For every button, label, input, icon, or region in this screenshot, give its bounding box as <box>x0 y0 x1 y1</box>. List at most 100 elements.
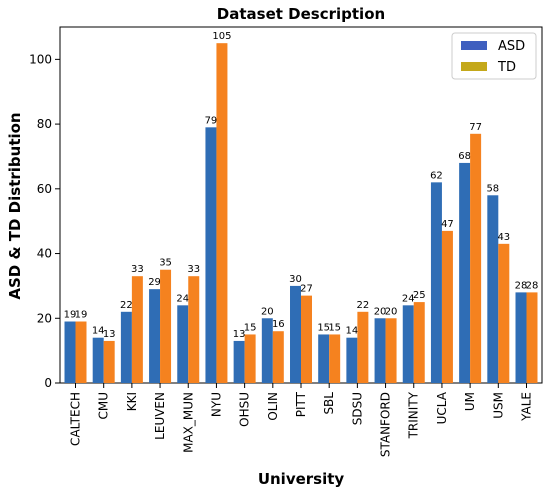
x-tick-label: SBL <box>322 392 336 415</box>
bar-td <box>216 43 228 383</box>
data-label-td: 15 <box>244 322 257 333</box>
data-label-asd: 29 <box>148 277 161 288</box>
bar-asd <box>487 195 499 383</box>
data-label-asd: 15 <box>317 322 330 333</box>
data-label-asd: 24 <box>176 293 189 304</box>
legend-label-td: TD <box>497 60 516 75</box>
bar-asd <box>430 182 442 383</box>
bar-td <box>413 302 425 383</box>
y-tick-label: 80 <box>37 117 52 131</box>
y-axis-label: ASD & TD Distribution <box>6 112 24 299</box>
data-label-asd: 24 <box>402 293 415 304</box>
data-label-asd: 68 <box>458 151 471 162</box>
bar-td <box>441 230 453 383</box>
data-label-td: 33 <box>131 264 144 275</box>
bar-asd <box>459 162 471 383</box>
bar-asd <box>233 340 245 383</box>
data-label-td: 22 <box>357 300 370 311</box>
legend-swatch-td <box>461 62 487 71</box>
data-label-asd: 14 <box>92 326 105 337</box>
bar-asd <box>346 337 358 383</box>
bar-asd <box>374 318 386 383</box>
y-tick-label: 0 <box>44 376 52 390</box>
data-label-td: 13 <box>103 329 116 340</box>
data-label-asd: 30 <box>289 274 302 285</box>
data-label-td: 105 <box>212 31 231 42</box>
data-label-asd: 14 <box>346 326 359 337</box>
bar-td <box>357 311 369 383</box>
data-label-asd: 79 <box>205 115 218 126</box>
bar-td <box>301 295 312 383</box>
bar-asd <box>92 337 104 383</box>
data-label-td: 47 <box>441 219 454 230</box>
bar-asd <box>290 285 301 383</box>
data-label-td: 43 <box>497 232 510 243</box>
data-label-asd: 19 <box>64 310 77 321</box>
data-label-asd: 13 <box>233 329 246 340</box>
data-label-asd: 58 <box>486 183 499 194</box>
x-tick-label: UM <box>463 392 477 411</box>
bar-td <box>75 321 87 383</box>
plot-area: 0204060801001919CALTECH1413CMU2233KKI293… <box>29 26 543 457</box>
bar-td <box>244 334 256 383</box>
x-tick-label: CALTECH <box>69 392 83 446</box>
chart-title: Dataset Description <box>217 5 385 23</box>
x-tick-label: STANFORD <box>379 392 393 457</box>
data-label-asd: 22 <box>120 300 133 311</box>
data-label-td: 16 <box>272 319 285 330</box>
data-label-asd: 20 <box>374 306 387 317</box>
bar-td <box>103 340 115 383</box>
legend-swatch-asd <box>461 41 487 50</box>
bar-asd <box>120 311 132 383</box>
bar-asd <box>402 305 414 383</box>
data-label-td: 20 <box>385 306 398 317</box>
x-tick-label: LEUVEN <box>153 392 167 440</box>
x-tick-label: OLIN <box>266 392 280 421</box>
bar-td <box>188 276 200 383</box>
data-label-td: 25 <box>413 290 426 301</box>
bar-td <box>385 318 397 383</box>
data-label-td: 19 <box>75 310 88 321</box>
bar-asd <box>205 127 217 383</box>
x-tick-label: UCLA <box>435 391 449 424</box>
bar-asd <box>64 321 76 383</box>
x-axis-label: University <box>258 470 345 488</box>
data-label-td: 77 <box>469 122 482 133</box>
x-tick-label: KKI <box>125 392 139 411</box>
data-label-td: 28 <box>526 280 539 291</box>
x-tick-label: TRINITY <box>407 391 421 439</box>
legend: ASD TD <box>451 32 537 80</box>
x-tick-label: USM <box>491 392 505 419</box>
legend-label-asd: ASD <box>498 39 525 54</box>
bar-td <box>160 269 172 383</box>
data-label-asd: 28 <box>515 280 528 291</box>
x-tick-label: CMU <box>97 392 111 420</box>
bar-td <box>131 276 143 383</box>
y-tick-label: 20 <box>37 311 52 325</box>
bar-asd <box>149 289 161 383</box>
bar-td <box>329 334 341 383</box>
bar-td <box>526 292 538 383</box>
x-tick-label: PITT <box>294 391 308 417</box>
x-tick-label: SDSU <box>350 392 364 425</box>
data-label-td: 33 <box>187 264 200 275</box>
x-tick-label: NYU <box>209 392 223 417</box>
y-tick-label: 60 <box>37 182 52 196</box>
data-label-td: 35 <box>159 258 172 269</box>
bar-asd <box>515 292 527 383</box>
bar-asd <box>261 318 273 383</box>
y-tick-label: 100 <box>29 52 52 66</box>
bar-asd <box>318 334 330 383</box>
x-tick-label: OHSU <box>238 392 252 427</box>
x-tick-label: MAX_MUN <box>181 392 195 453</box>
bar-td <box>272 331 284 383</box>
y-tick-label: 40 <box>37 247 52 261</box>
bar-td <box>498 243 510 383</box>
data-label-td: 27 <box>300 284 313 295</box>
data-label-asd: 20 <box>261 306 274 317</box>
data-label-td: 15 <box>328 322 341 333</box>
x-tick-label: YALE <box>519 392 533 422</box>
data-label-asd: 62 <box>430 170 443 181</box>
bar-asd <box>177 305 189 383</box>
